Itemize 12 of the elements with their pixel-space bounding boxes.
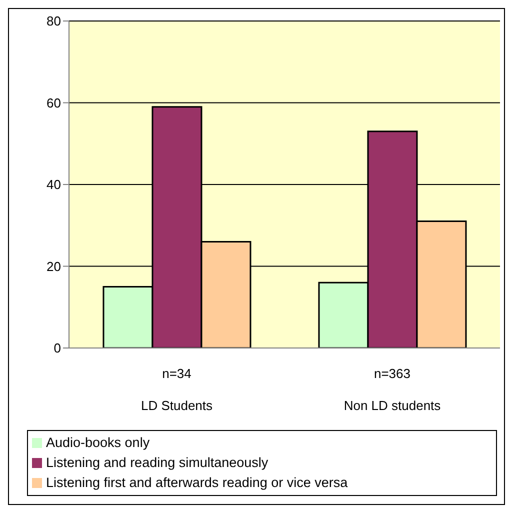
text: n=34 [162,366,192,381]
legend-label: Audio-books only [46,435,150,450]
x-tick-label: Non LD students [344,398,442,413]
text: n=363 [374,366,411,381]
x-tick-label: LD Students [140,398,214,413]
legend-label: Listening and reading simultaneously [46,455,268,470]
y-tick-label: 20 [46,258,61,274]
y-tick-label: 40 [46,177,61,192]
legend-label: Listening first and afterwards reading or vice versa [46,475,348,490]
y-tick-label: 60 [46,95,61,110]
y-tick-label: 80 [46,14,61,29]
y-tick-label: 0 [54,340,61,356]
